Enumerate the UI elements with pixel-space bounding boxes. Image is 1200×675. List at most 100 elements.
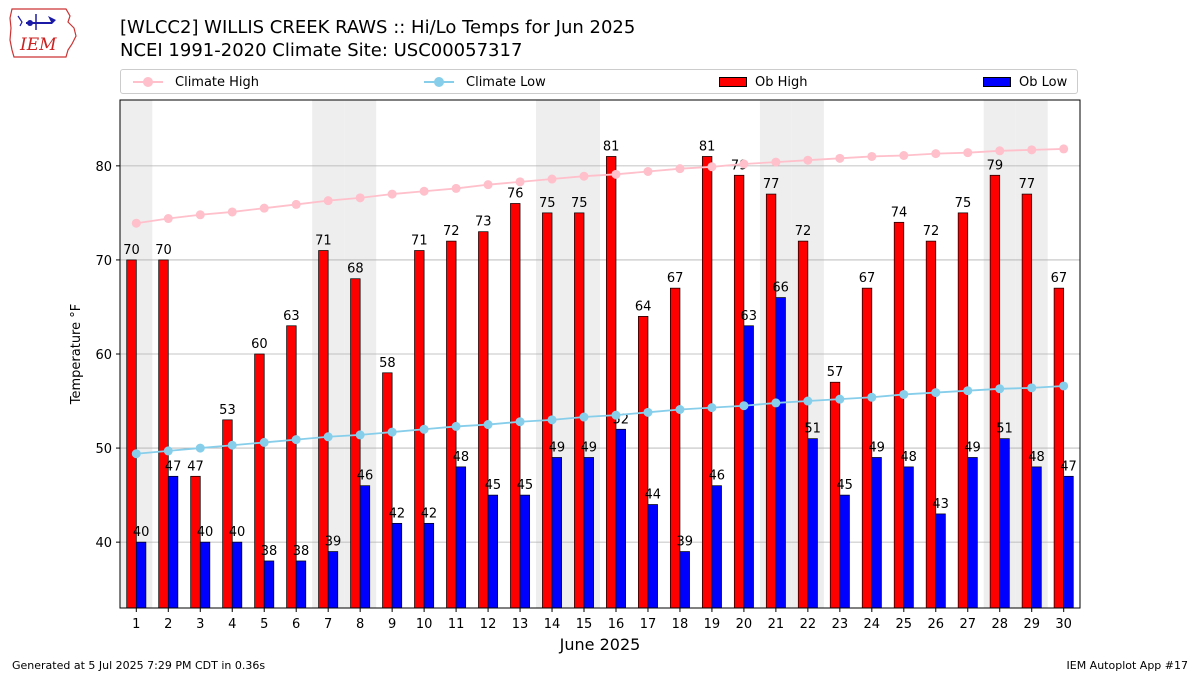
tick-label-x-8: 8: [356, 617, 364, 632]
tick-label-x-23: 23: [832, 617, 849, 632]
legend-climate-low-label: Climate Low: [466, 74, 546, 90]
label-ob-high-24: 67: [859, 271, 876, 286]
climate-high-point-7: [323, 196, 333, 206]
climate-high-point-30: [1059, 144, 1069, 154]
bar-ob-high-5: [254, 353, 265, 609]
bar-ob-low-5: [263, 560, 275, 609]
x-axis-label: June 2025: [559, 635, 641, 654]
tick-label-x-29: 29: [1023, 617, 1040, 632]
label-ob-high-6: 63: [283, 309, 300, 324]
label-ob-high-18: 67: [667, 271, 684, 286]
label-ob-low-27: 49: [964, 440, 981, 455]
bar-ob-low-13: [519, 494, 530, 609]
climate-high-point-13: [515, 177, 525, 187]
label-ob-low-17: 44: [644, 488, 661, 503]
climate-high-point-1: [131, 218, 141, 228]
label-ob-low-25: 48: [900, 450, 917, 465]
label-ob-high-12: 73: [475, 215, 492, 230]
climate-low-point-28: [995, 384, 1005, 394]
legend-ob-high: Ob High: [719, 74, 808, 90]
label-ob-high-11: 72: [443, 224, 460, 239]
bar-ob-high-2: [158, 259, 169, 609]
bar-ob-low-2: [167, 475, 179, 609]
climate-low-point-25: [899, 389, 909, 399]
climate-high-point-10: [419, 186, 429, 196]
chart-title: [WLCC2] WILLIS CREEK RAWS :: Hi/Lo Temps…: [120, 17, 636, 38]
tick-label-x-5: 5: [260, 617, 268, 632]
label-ob-high-27: 75: [955, 196, 972, 211]
bar-ob-high-25: [893, 221, 905, 609]
label-ob-low-13: 45: [517, 478, 534, 493]
label-ob-low-18: 39: [676, 535, 693, 550]
bar-ob-low-9: [391, 522, 403, 609]
bar-ob-high-26: [925, 240, 937, 609]
bar-ob-low-4: [231, 541, 243, 609]
label-ob-high-22: 72: [795, 224, 812, 239]
climate-low-point-30: [1059, 381, 1069, 391]
climate-high-point-11: [451, 183, 461, 193]
climate-low-point-3: [195, 443, 205, 453]
legend-climate-low: Climate Low: [424, 74, 546, 90]
label-ob-low-22: 51: [804, 422, 821, 437]
label-ob-low-30: 47: [1060, 459, 1077, 474]
bar-ob-low-30: [1063, 475, 1074, 609]
bar-ob-low-11: [455, 466, 467, 609]
bar-ob-high-12: [478, 231, 489, 609]
climate-low-point-13: [515, 417, 525, 427]
climate-high-point-14: [547, 174, 557, 184]
bar-ob-low-6: [295, 560, 307, 609]
y-axis-label: Temperature °F: [69, 304, 84, 405]
climate-low-point-24: [867, 392, 877, 402]
bar-ob-low-19: [711, 485, 722, 609]
climate-low-point-19: [707, 403, 717, 413]
label-ob-low-2: 47: [165, 459, 182, 474]
tick-label-x-20: 20: [736, 617, 753, 632]
bar-ob-high-14: [542, 212, 553, 609]
climate-low-point-27: [963, 386, 973, 396]
label-ob-high-26: 72: [923, 224, 940, 239]
tick-label-x-16: 16: [608, 617, 625, 632]
climate-low-point-23: [835, 394, 845, 404]
bar-ob-high-9: [382, 372, 393, 609]
label-ob-high-21: 77: [763, 177, 780, 192]
bar-ob-high-20: [733, 174, 745, 609]
bar-ob-low-8: [359, 485, 371, 609]
climate-high-point-15: [579, 171, 589, 181]
climate-low-point-20: [739, 401, 749, 411]
label-ob-low-14: 49: [549, 440, 566, 455]
climate-low-point-4: [227, 440, 237, 450]
label-ob-high-28: 79: [987, 158, 1004, 173]
bar-ob-low-3: [199, 541, 211, 609]
legend-ob-low: Ob Low: [983, 74, 1067, 90]
label-ob-high-9: 58: [379, 356, 396, 371]
label-ob-low-19: 46: [708, 469, 725, 484]
label-ob-low-10: 42: [421, 506, 438, 521]
climate-high-point-12: [483, 180, 493, 190]
label-ob-low-4: 40: [229, 525, 246, 540]
legend-climate-high-label: Climate High: [175, 74, 260, 90]
climate-high-point-22: [803, 155, 813, 165]
bar-ob-high-15: [574, 212, 585, 609]
tick-label-x-12: 12: [480, 617, 497, 632]
climate-low-point-21: [771, 398, 781, 408]
climate-high-point-19: [707, 162, 717, 172]
climate-high-point-25: [899, 151, 909, 161]
label-ob-low-9: 42: [389, 506, 406, 521]
tick-label-y-70: 70: [95, 254, 112, 269]
bar-ob-high-13: [510, 203, 521, 609]
label-ob-high-10: 71: [411, 234, 428, 249]
label-ob-high-25: 74: [891, 205, 908, 220]
app-footer: IEM Autoplot App #17: [1066, 659, 1189, 672]
legend: Climate High Climate Low Ob High Ob Low: [120, 69, 1078, 94]
climate-low-point-16: [611, 410, 621, 420]
bar-ob-high-8: [350, 278, 361, 609]
climate-high-point-20: [739, 159, 749, 169]
bar-ob-low-24: [871, 457, 882, 609]
bar-ob-low-17: [647, 504, 658, 609]
bar-ob-low-10: [423, 522, 435, 609]
generated-footer: Generated at 5 Jul 2025 7:29 PM CDT in 0…: [12, 659, 266, 672]
bar-ob-high-29: [1021, 193, 1033, 609]
climate-high-point-18: [675, 164, 685, 174]
tick-label-x-9: 9: [388, 617, 396, 632]
tick-label-y-40: 40: [95, 536, 112, 551]
